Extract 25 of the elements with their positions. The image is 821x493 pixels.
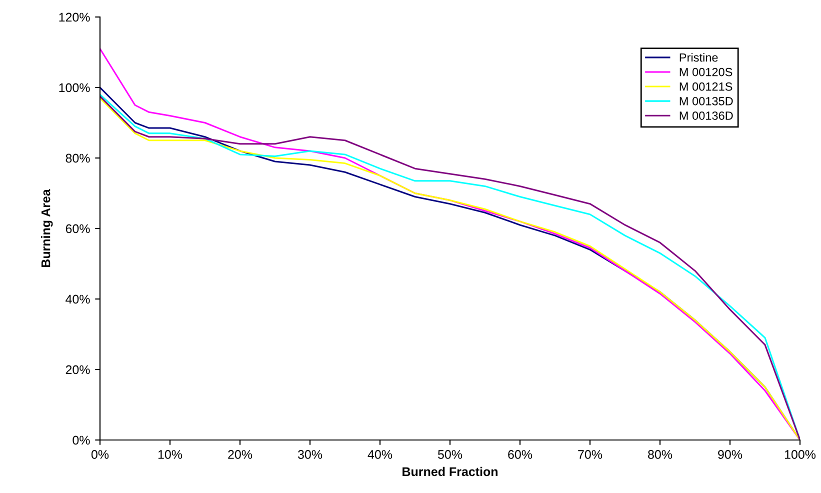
y-tick-label: 20% — [66, 365, 90, 374]
x-axis-title: Burned Fraction — [402, 466, 498, 476]
y-tick-label: 120% — [59, 12, 90, 22]
x-tick-label: 70% — [578, 450, 602, 459]
x-tick-label: 0% — [91, 450, 109, 459]
x-tick-label: 50% — [438, 450, 462, 459]
y-axis-title: Burning Area — [41, 189, 53, 268]
x-tick-label: 10% — [158, 450, 182, 459]
legend-label: Pristine — [680, 53, 718, 62]
x-tick-label: 40% — [368, 450, 392, 459]
y-tick-label: 40% — [66, 294, 90, 304]
y-tick-label: 60% — [66, 224, 90, 234]
y-tick-label: 100% — [59, 83, 90, 92]
x-tick-label: 20% — [228, 450, 252, 459]
x-tick-label: 80% — [648, 450, 672, 459]
x-tick-label: 100% — [784, 450, 816, 459]
legend-label: M 00120S — [680, 68, 732, 76]
y-tick-label: 0% — [72, 436, 90, 445]
legend-label: M 00135D — [680, 96, 733, 106]
y-tick-label: 80% — [66, 154, 90, 163]
x-tick-label: 90% — [718, 450, 742, 459]
legend-label: M 00136D — [680, 112, 733, 120]
legend-label: M 00121S — [680, 82, 732, 91]
x-tick-label: 60% — [508, 450, 532, 459]
x-tick-label: 30% — [298, 450, 322, 459]
